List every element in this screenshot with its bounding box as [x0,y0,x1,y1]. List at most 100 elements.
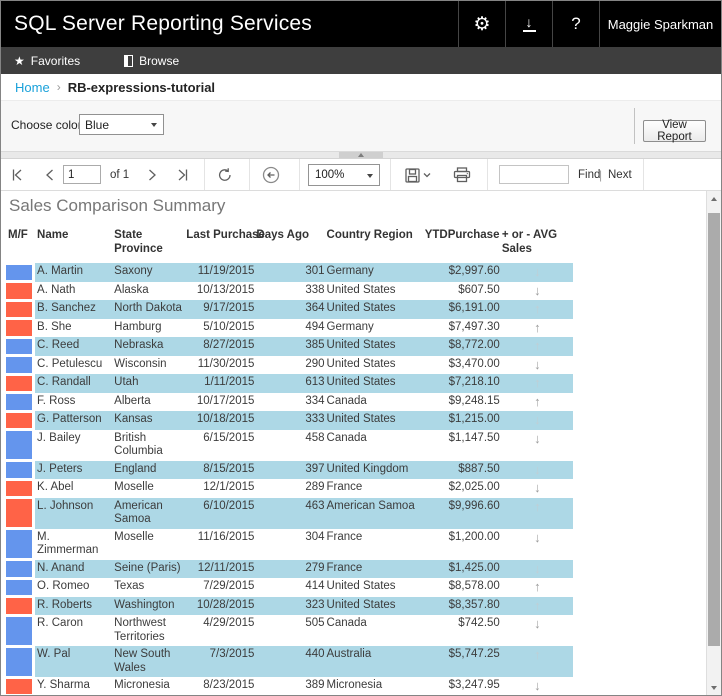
gender-swatch-icon [6,480,32,496]
country-cell: Canada [326,394,367,407]
refresh-button[interactable] [216,167,234,183]
report-canvas: Sales Comparison Summary M/F Name State … [1,191,706,695]
last-purchase-cell: 5/10/2015 [203,320,255,333]
nav-item-favorites[interactable]: ★ Favorites [14,54,80,68]
country-cell: United States [324,411,423,430]
user-menu[interactable]: Maggie Sparkman [599,1,721,47]
settings-button[interactable]: ⚙ [458,1,505,47]
gender-cell [6,337,35,356]
ytd-purchase-cell: $1,215.00 [422,411,500,430]
breadcrumb-home-link[interactable]: Home [15,79,50,95]
state-cell: Texas [114,580,145,592]
ytd-purchase-cell: $1,147.50 [448,431,500,444]
state-cell: Alaska [114,283,149,296]
country-cell: American Samoa [324,497,423,529]
trend-arrow-icon: ↓ [534,529,541,545]
table-row: L. Johnson American Samoa 6/10/2015 463 … [6,497,573,529]
last-purchase-cell: 10/13/2015 [196,283,255,296]
table-row: O. Romeo Texas 7/29/2015 414 United Stat… [6,578,573,597]
days-ago-cell: 338 [305,283,325,296]
ytd-purchase-cell: $1,425.00 [422,559,500,578]
page-count-label: of 1 [110,169,130,181]
ytd-purchase-cell: $1,200.00 [448,530,500,543]
ytd-purchase-cell: $3,470.00 [448,357,500,370]
first-page-button[interactable] [9,167,27,183]
sales-table-header: M/F Name State Province Last Purchase Da… [6,228,573,263]
last-purchase-cell: 10/17/2015 [196,394,255,407]
state-cell: Utah [112,374,185,393]
trend-arrow-icon: ↑ [499,497,573,529]
report-table-body: A. Martin Saxony 11/19/2015 301 Germany … [6,263,573,695]
table-row: J. Peters England 8/15/2015 397 United K… [6,460,573,479]
days-ago-cell: 279 [254,559,325,578]
col-header-country: Country Region [326,229,413,241]
scroll-down-button[interactable] [707,680,721,695]
find-link[interactable]: Find [578,169,601,181]
state-cell: Wisconsin [114,357,167,370]
country-cell: United States [326,283,396,296]
next-link[interactable]: Next [608,169,632,181]
gender-cell [6,597,35,616]
download-icon: ↓ [522,15,536,32]
print-button[interactable] [451,167,473,183]
splitter-collapse-handle[interactable] [339,152,383,158]
previous-page-button[interactable] [41,167,59,183]
top-header-bar: SQL Server Reporting Services ⚙ ↓ ? Magg… [1,1,721,47]
last-purchase-cell: 6/15/2015 [203,431,255,444]
state-cell: Northwest Territories [114,617,166,643]
report-title: Sales Comparison Summary [9,196,226,215]
dropdown-arrow-icon [151,123,157,127]
gender-swatch-icon [6,462,32,478]
search-input[interactable] [499,165,569,184]
ytd-purchase-cell: $9,996.60 [422,497,500,529]
trend-arrow-icon: ↑ [534,393,541,409]
next-page-button[interactable] [143,167,161,183]
scrollbar-thumb[interactable] [708,213,720,646]
country-cell: United States [324,374,423,393]
table-row: C. Petulescu Wisconsin 11/30/2015 290 Un… [6,356,573,375]
name-cell: J. Bailey [37,431,81,444]
trend-arrow-icon: ↓ [534,480,541,495]
back-button[interactable] [262,166,280,184]
view-report-button[interactable]: View Report [643,119,706,143]
page-number-input[interactable] [63,165,101,184]
zoom-dropdown[interactable]: 100% [308,164,380,186]
last-page-button[interactable] [173,167,191,183]
gender-swatch-icon [6,283,32,299]
star-icon: ★ [14,53,25,68]
gender-swatch-icon [6,394,32,410]
nav-item-browse[interactable]: Browse [124,54,179,68]
gender-swatch-icon [6,357,32,373]
trend-arrow-icon: ↑ [534,319,541,335]
ytd-purchase-cell: $7,497.30 [448,320,500,333]
name-cell: A. Martin [35,263,113,282]
scroll-up-button[interactable] [707,191,721,206]
trend-arrow-icon: ↓ [534,430,541,446]
gender-cell [6,578,35,597]
country-cell: Australia [324,646,423,677]
download-button[interactable]: ↓ [505,1,552,47]
ytd-purchase-cell: $7,218.10 [422,374,500,393]
days-ago-cell: 304 [305,530,325,543]
breadcrumb: Home › RB-expressions-tutorial [1,74,721,101]
gender-cell [6,374,35,393]
last-purchase-cell: 8/23/2015 [203,679,255,691]
name-cell: R. Roberts [35,596,113,615]
days-ago-cell: 290 [305,357,325,370]
state-cell: North Dakota [112,300,185,319]
name-cell: C. Petulescu [37,357,103,370]
last-purchase-cell: 12/1/2015 [203,481,255,493]
trend-arrow-icon: ↑ [499,646,573,677]
ytd-purchase-cell: $3,247.95 [448,679,500,691]
help-button[interactable]: ? [552,1,599,47]
ytd-purchase-cell: $2,025.00 [448,481,500,493]
name-cell: L. Johnson [35,497,113,529]
table-row: B. Sanchez North Dakota 9/17/2015 364 Un… [6,300,573,319]
color-dropdown[interactable]: Blue [79,114,164,135]
export-button[interactable] [404,167,434,183]
table-row: B. She Hamburg 5/10/2015 494 Germany $7,… [6,319,573,338]
gender-cell [6,479,35,498]
country-cell: United States [324,300,423,319]
vertical-scrollbar[interactable] [706,191,721,695]
state-cell: Moselle [114,530,154,543]
